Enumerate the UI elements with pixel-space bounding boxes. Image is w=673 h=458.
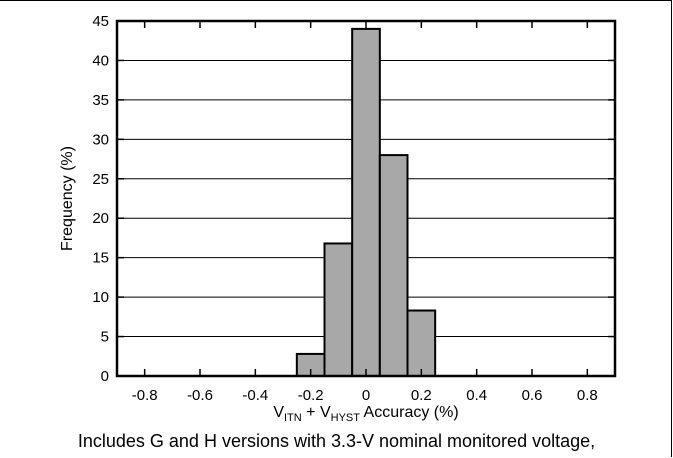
x-axis-label: VITN + VHYST Accuracy (%) [273, 404, 458, 424]
x-axis-label-v1: V [273, 404, 284, 421]
y-tick-label: 35 [92, 92, 109, 109]
x-axis-label-sub2: HYST [331, 412, 361, 424]
x-tick-label: 0.2 [411, 387, 432, 404]
x-tick-labels: -0.8 -0.6 -0.4 -0.2 0 0.2 0.4 0.6 0.8 [132, 387, 598, 404]
x-axis-label-rest: Accuracy (%) [360, 404, 459, 421]
y-tick-label: 20 [92, 210, 109, 227]
y-tick-label: 10 [92, 289, 109, 306]
x-axis-label-plus: + V [302, 404, 331, 421]
y-tick-label: 40 [92, 52, 109, 69]
x-tick-label: -0.2 [298, 387, 324, 404]
x-tick-label: 0 [362, 387, 370, 404]
y-tick-label: 25 [92, 171, 109, 188]
x-tick-label: 0.4 [466, 387, 487, 404]
axis-ticks [117, 20, 615, 377]
histogram-bar [323, 242, 354, 377]
x-axis-label-sub1: ITN [284, 412, 302, 424]
y-tick-label: 30 [92, 131, 109, 148]
y-tick-label: 5 [101, 329, 109, 346]
y-tick-labels: 0 5 10 15 20 25 30 35 40 45 [92, 13, 109, 385]
histogram-bar [406, 309, 437, 377]
histogram-bars [295, 27, 437, 378]
x-tick-label: -0.4 [242, 387, 268, 404]
x-tick-label: 0.8 [577, 387, 598, 404]
x-tick-label: 0.6 [522, 387, 543, 404]
y-tick-label: 0 [101, 368, 109, 385]
histogram-bar [351, 27, 381, 378]
y-axis-label: Frequency (%) [59, 146, 76, 251]
x-tick-label: -0.6 [187, 387, 213, 404]
y-tick-label: 15 [92, 250, 109, 267]
y-tick-label: 45 [92, 13, 109, 30]
histogram-bar [378, 154, 409, 377]
figure-caption: Includes G and H versions with 3.3-V nom… [77, 431, 596, 451]
histogram-chart: 0 5 10 15 20 25 30 35 40 45 -0.8 -0.6 -0.4 -0.2 0 0.2 0… [59, 13, 617, 424]
x-tick-label: -0.8 [132, 387, 158, 404]
